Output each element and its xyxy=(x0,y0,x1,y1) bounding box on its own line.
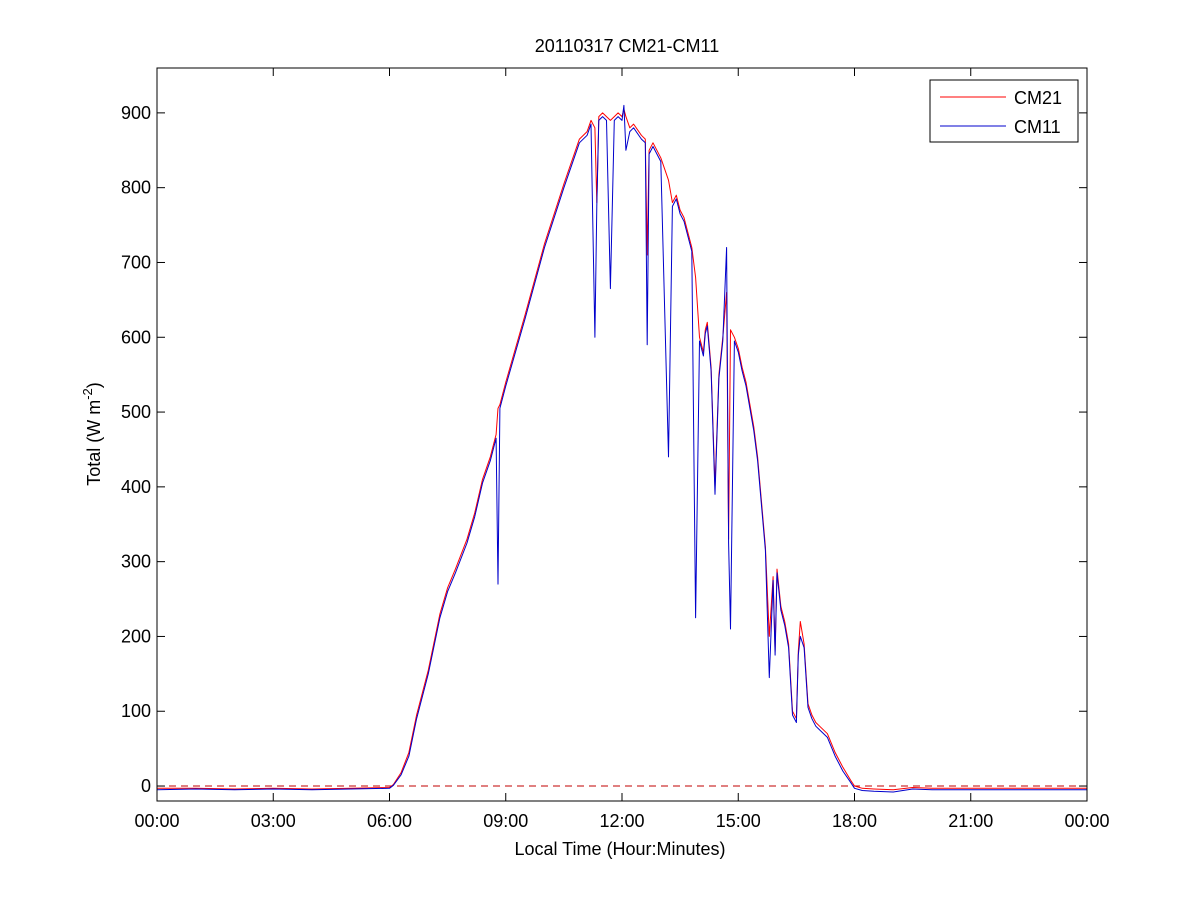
x-tick-label: 06:00 xyxy=(367,811,412,831)
y-axis-title-sup: -2 xyxy=(80,388,95,400)
x-tick-label: 12:00 xyxy=(599,811,644,831)
legend-box xyxy=(929,79,1079,143)
x-tick-label: 09:00 xyxy=(483,811,528,831)
series-line-cm11 xyxy=(157,104,1087,793)
x-tick-label: 21:00 xyxy=(948,811,993,831)
y-axis-title-close: ) xyxy=(84,382,104,388)
y-tick-label: 100 xyxy=(121,701,151,721)
legend-label-cm21: CM21 xyxy=(1014,88,1062,108)
y-tick-label: 300 xyxy=(121,552,151,572)
y-tick-label: 600 xyxy=(121,327,151,347)
x-axis-title: Local Time (Hour:Minutes) xyxy=(514,839,725,859)
x-tick-label: 15:00 xyxy=(716,811,761,831)
y-tick-label: 0 xyxy=(141,776,151,796)
y-tick-label: 200 xyxy=(121,626,151,646)
y-tick-label: 900 xyxy=(121,103,151,123)
y-axis: 0 100 200 300 400 500 600 700 800 900 xyxy=(121,103,1087,796)
plot-area xyxy=(157,68,1087,801)
plot-content xyxy=(157,104,1087,793)
y-tick-label: 700 xyxy=(121,252,151,272)
legend-label-cm11: CM11 xyxy=(1014,117,1061,137)
y-tick-label: 400 xyxy=(121,477,151,497)
y-tick-label: 500 xyxy=(121,402,151,422)
x-axis: 00:00 03:00 06:00 09:00 12:00 15:00 18:00 21:00… xyxy=(134,68,1110,831)
y-tick-label: 800 xyxy=(121,178,151,198)
y-axis-title-main: Total (W m xyxy=(84,400,104,486)
x-tick-label: 00:00 xyxy=(134,811,179,831)
y-axis-title: Total (W m-2) xyxy=(80,382,104,486)
x-tick-label: 00:00 xyxy=(1064,811,1109,831)
legend: CM21 CM11 xyxy=(929,79,1079,143)
chart-title: 20110317 CM21-CM11 xyxy=(535,36,719,56)
x-tick-label: 18:00 xyxy=(832,811,877,831)
x-tick-label: 03:00 xyxy=(251,811,296,831)
series-layer xyxy=(157,104,1087,793)
